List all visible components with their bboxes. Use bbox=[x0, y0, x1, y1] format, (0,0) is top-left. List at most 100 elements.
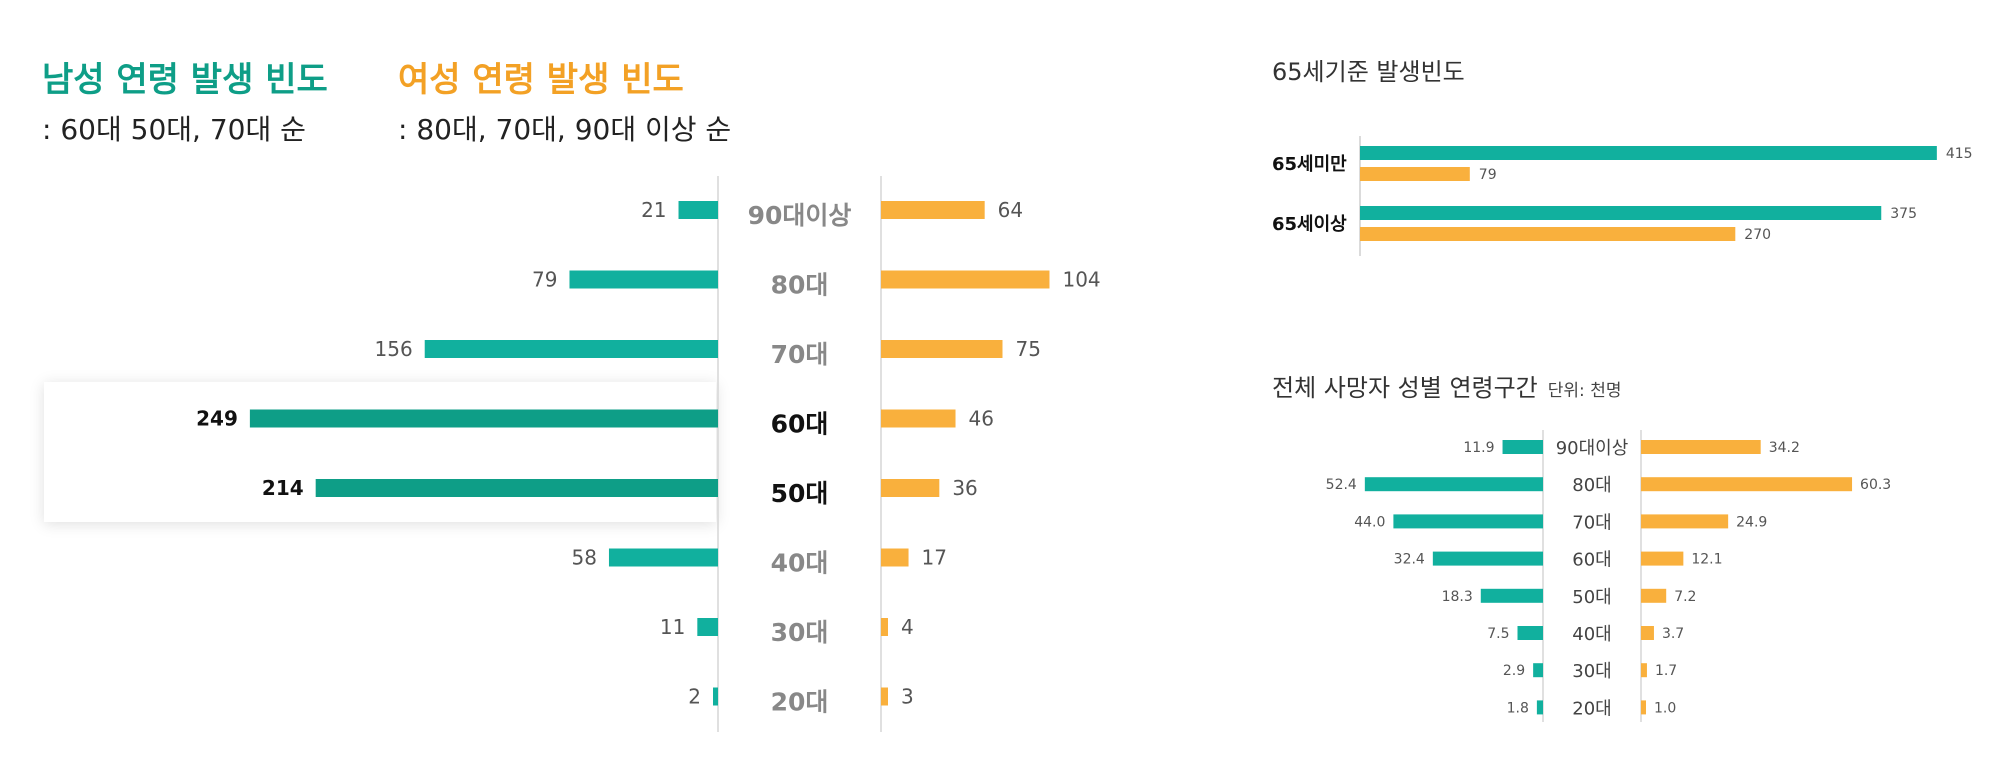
female-title: 여성 연령 발생 빈도 bbox=[398, 60, 684, 100]
female-bar bbox=[881, 340, 1003, 358]
category-label: 50대 bbox=[1572, 587, 1611, 608]
female-bar bbox=[1641, 440, 1761, 454]
female-value-label: 75 bbox=[1016, 337, 1041, 361]
male-value-label: 7.5 bbox=[1487, 626, 1509, 642]
female-bar bbox=[1641, 588, 1667, 603]
female-bar bbox=[1641, 700, 1646, 715]
male-value-label: 1.8 bbox=[1507, 700, 1529, 716]
male-value-label: 79 bbox=[532, 268, 557, 292]
female-value-label: 1.0 bbox=[1654, 700, 1676, 716]
female-value-label: 270 bbox=[1744, 227, 1771, 243]
male-value-label: 249 bbox=[196, 407, 238, 431]
category-label: 20대 bbox=[1572, 698, 1611, 719]
male-value-label: 2.9 bbox=[1503, 663, 1525, 679]
category-label: 30대 bbox=[771, 618, 829, 647]
male-bar bbox=[569, 270, 718, 289]
male-value-label: 32.4 bbox=[1394, 552, 1425, 568]
category-label: 90대이상 bbox=[1556, 438, 1629, 459]
female-value-label: 36 bbox=[952, 476, 977, 500]
female-value-label: 7.2 bbox=[1674, 589, 1696, 605]
male-value-label: 415 bbox=[1946, 146, 1973, 162]
category-label: 30대 bbox=[1572, 661, 1611, 682]
male-value-label: 21 bbox=[641, 198, 666, 222]
male-bar bbox=[1393, 514, 1543, 529]
male-bar bbox=[713, 687, 718, 706]
female-bar bbox=[881, 409, 956, 428]
highlight-card bbox=[44, 382, 716, 522]
male-value-label: 156 bbox=[375, 337, 413, 361]
category-label: 90대이상 bbox=[748, 201, 852, 230]
male-value-label: 58 bbox=[572, 546, 597, 570]
group-label: 65세미만 bbox=[1272, 154, 1347, 175]
male-bar bbox=[249, 409, 718, 428]
male-bar bbox=[608, 548, 718, 567]
female-bar bbox=[1641, 626, 1654, 640]
male-bar bbox=[697, 618, 718, 636]
female-bar bbox=[881, 548, 909, 567]
female-value-label: 34.2 bbox=[1769, 440, 1800, 456]
chart2-title: 65세기준 발생빈도 bbox=[1272, 58, 1465, 86]
male-value-label: 11 bbox=[660, 615, 685, 639]
female-bar bbox=[1641, 663, 1647, 678]
chart3-unit: 단위: 천명 bbox=[1547, 381, 1622, 401]
female-bar bbox=[1360, 167, 1470, 181]
male-bar bbox=[1360, 146, 1937, 160]
category-label: 80대 bbox=[771, 271, 829, 300]
female-value-label: 3.7 bbox=[1662, 626, 1684, 642]
female-value-label: 24.9 bbox=[1736, 514, 1767, 530]
male-bar bbox=[1364, 477, 1543, 492]
female-value-label: 60.3 bbox=[1860, 477, 1891, 493]
category-label: 60대 bbox=[1572, 550, 1611, 571]
male-value-label: 44.0 bbox=[1354, 514, 1385, 530]
female-value-label: 4 bbox=[901, 615, 914, 639]
female-value-label: 1.7 bbox=[1655, 663, 1677, 679]
male-value-label: 2 bbox=[688, 685, 701, 709]
male-bar bbox=[1432, 551, 1543, 566]
male-value-label: 18.3 bbox=[1442, 589, 1473, 605]
category-label: 80대 bbox=[1572, 475, 1611, 496]
female-value-label: 17 bbox=[922, 546, 947, 570]
female-bar bbox=[881, 618, 888, 636]
female-value-label: 3 bbox=[901, 685, 914, 709]
category-label: 20대 bbox=[771, 688, 829, 717]
category-label: 70대 bbox=[771, 340, 829, 369]
male-value-label: 375 bbox=[1890, 206, 1917, 222]
female-value-label: 46 bbox=[969, 407, 994, 431]
female-bar bbox=[881, 201, 985, 219]
category-label: 60대 bbox=[771, 410, 829, 439]
male-title: 남성 연령 발생 빈도 bbox=[42, 60, 328, 100]
female-bar bbox=[881, 479, 940, 497]
male-subtitle: : 60대 50대, 70대 순 bbox=[42, 113, 306, 146]
male-value-label: 214 bbox=[262, 476, 304, 500]
female-value-label: 104 bbox=[1062, 268, 1100, 292]
female-value-label: 12.1 bbox=[1691, 552, 1722, 568]
female-value-label: 64 bbox=[998, 198, 1023, 222]
female-bar bbox=[881, 270, 1050, 289]
female-bar bbox=[881, 687, 888, 706]
male-bar bbox=[424, 340, 718, 358]
male-bar bbox=[315, 479, 718, 497]
male-bar bbox=[1517, 626, 1543, 640]
female-subtitle: : 80대, 70대, 90대 이상 순 bbox=[398, 113, 732, 146]
male-bar bbox=[1536, 700, 1543, 715]
male-bar bbox=[1533, 663, 1543, 678]
female-bar bbox=[1641, 477, 1853, 492]
female-bar bbox=[1641, 514, 1729, 529]
male-bar bbox=[1502, 440, 1543, 454]
category-label: 40대 bbox=[1572, 624, 1611, 645]
male-value-label: 11.9 bbox=[1463, 440, 1494, 456]
category-label: 50대 bbox=[771, 479, 829, 508]
male-value-label: 52.4 bbox=[1326, 477, 1357, 493]
category-label: 70대 bbox=[1572, 512, 1611, 533]
male-bar bbox=[678, 201, 718, 219]
chart3-title-row: 전체 사망자 성별 연령구간 단위: 천명 bbox=[1272, 368, 1621, 403]
male-bar bbox=[1360, 206, 1882, 220]
male-bar bbox=[1480, 588, 1543, 603]
female-bar bbox=[1360, 227, 1736, 241]
female-value-label: 79 bbox=[1479, 167, 1497, 183]
female-bar bbox=[1641, 551, 1684, 566]
category-label: 40대 bbox=[771, 549, 829, 578]
group-label: 65세이상 bbox=[1272, 214, 1347, 235]
chart3-title: 전체 사망자 성별 연령구간 bbox=[1272, 374, 1538, 402]
